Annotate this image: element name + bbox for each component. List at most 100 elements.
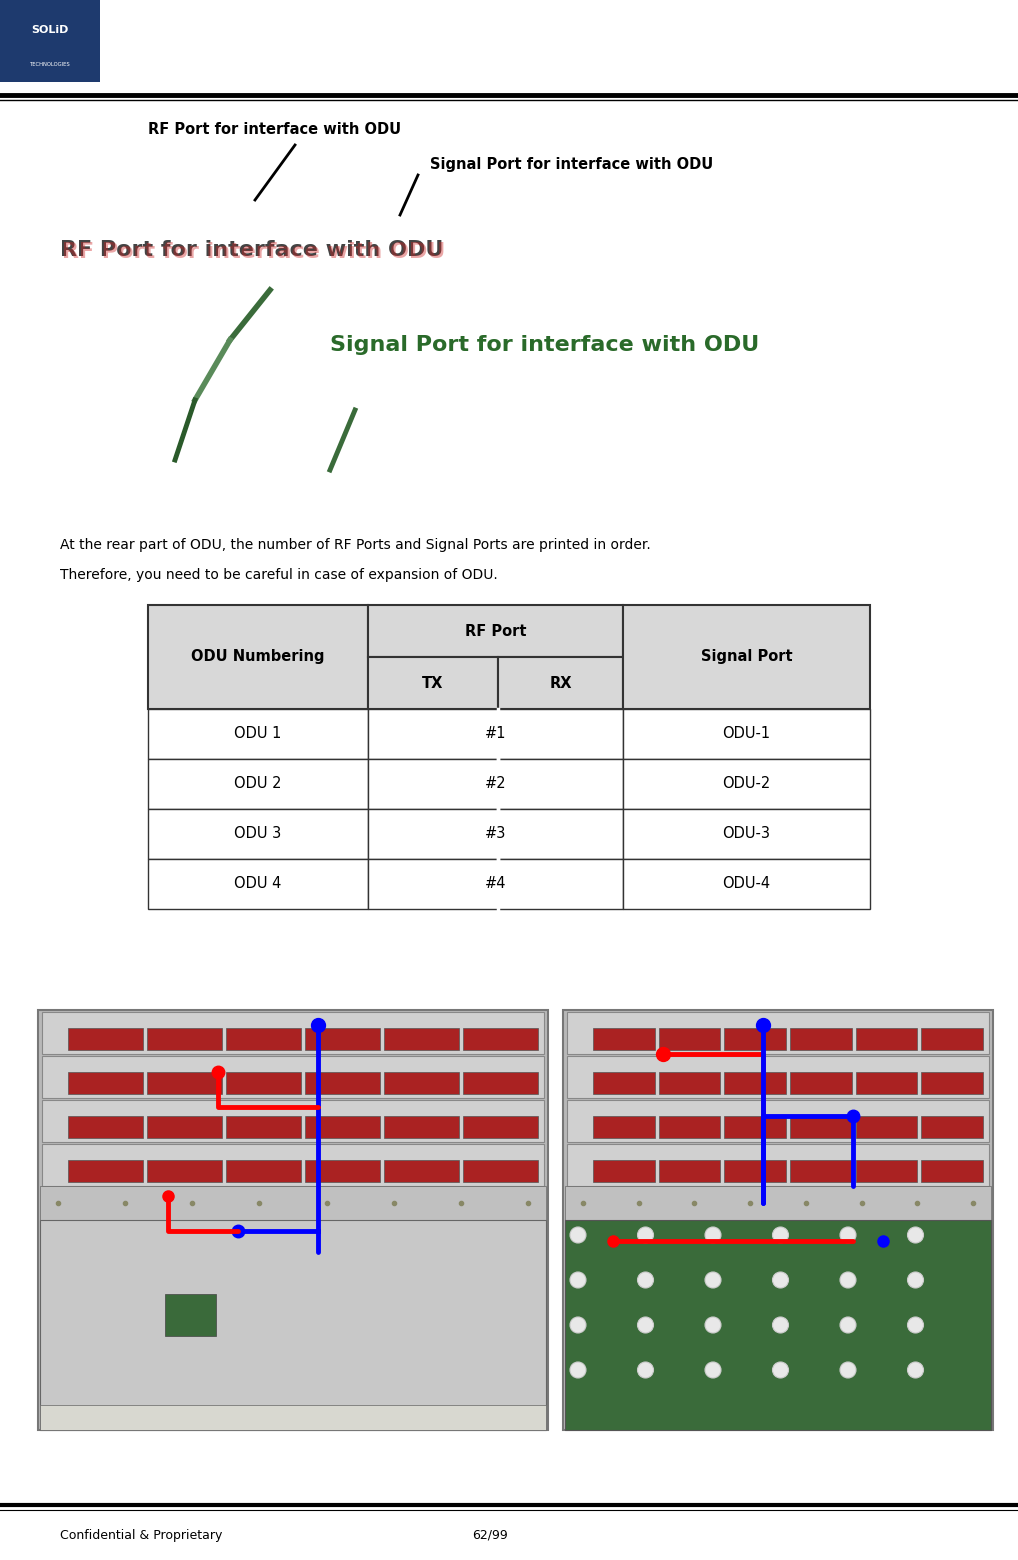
Text: Signal Port for interface with ODU: Signal Port for interface with ODU <box>430 158 714 173</box>
Text: #3: #3 <box>485 827 506 841</box>
Bar <box>42 1145 544 1187</box>
Text: #4: #4 <box>485 877 506 891</box>
Bar <box>790 1117 852 1139</box>
Text: Confidential & Proprietary: Confidential & Proprietary <box>60 1529 222 1541</box>
Bar <box>226 1028 301 1050</box>
Bar <box>367 605 623 657</box>
Bar <box>367 810 623 860</box>
Text: ODU 4: ODU 4 <box>234 877 282 891</box>
Bar <box>921 1072 983 1094</box>
Bar <box>567 1012 989 1055</box>
Circle shape <box>570 1362 586 1377</box>
Bar <box>623 810 870 860</box>
Bar <box>725 1028 786 1050</box>
Bar <box>725 1161 786 1182</box>
Circle shape <box>840 1362 856 1377</box>
Bar <box>567 1100 989 1142</box>
Circle shape <box>907 1271 923 1289</box>
Text: RX: RX <box>550 675 572 691</box>
Bar <box>921 1117 983 1139</box>
Circle shape <box>840 1317 856 1332</box>
Bar <box>68 1072 143 1094</box>
Text: ODU-4: ODU-4 <box>723 877 771 891</box>
Circle shape <box>773 1271 789 1289</box>
Bar <box>659 1117 721 1139</box>
Bar <box>659 1072 721 1094</box>
Circle shape <box>637 1317 654 1332</box>
Bar <box>68 1161 143 1182</box>
Bar <box>725 1072 786 1094</box>
Bar <box>40 1220 546 1431</box>
Text: ODU-2: ODU-2 <box>723 777 771 791</box>
Bar <box>226 1072 301 1094</box>
Bar <box>384 1161 459 1182</box>
Text: ODU-1: ODU-1 <box>723 727 771 741</box>
Circle shape <box>840 1271 856 1289</box>
Bar <box>367 760 623 810</box>
Bar <box>463 1161 538 1182</box>
Text: RF Port: RF Port <box>465 624 526 638</box>
Bar <box>623 760 870 810</box>
Bar <box>367 860 623 909</box>
Text: Signal Port: Signal Port <box>700 649 792 665</box>
Bar <box>623 605 870 708</box>
Circle shape <box>705 1271 721 1289</box>
Bar <box>226 1117 301 1139</box>
Bar <box>147 1028 222 1050</box>
Circle shape <box>840 1228 856 1243</box>
Bar <box>856 1028 917 1050</box>
Circle shape <box>570 1228 586 1243</box>
Circle shape <box>637 1362 654 1377</box>
Bar <box>790 1028 852 1050</box>
Bar <box>305 1072 380 1094</box>
Circle shape <box>705 1362 721 1377</box>
Text: 62/99: 62/99 <box>472 1529 508 1541</box>
Bar <box>593 1117 655 1139</box>
Bar <box>384 1117 459 1139</box>
Circle shape <box>705 1228 721 1243</box>
Bar <box>166 1293 217 1335</box>
Text: Signal Port for interface with ODU: Signal Port for interface with ODU <box>330 335 759 356</box>
Text: ODU 1: ODU 1 <box>234 727 282 741</box>
Circle shape <box>637 1228 654 1243</box>
Circle shape <box>637 1271 654 1289</box>
Text: RF Port for interface with ODU: RF Port for interface with ODU <box>60 240 444 261</box>
Text: ODU Numbering: ODU Numbering <box>191 649 325 665</box>
Bar <box>148 810 367 860</box>
Text: #1: #1 <box>485 727 506 741</box>
Circle shape <box>773 1362 789 1377</box>
Bar <box>856 1117 917 1139</box>
Bar <box>42 1056 544 1098</box>
Bar <box>856 1072 917 1094</box>
Bar <box>463 1028 538 1050</box>
Bar <box>567 1145 989 1187</box>
Circle shape <box>570 1271 586 1289</box>
Circle shape <box>570 1317 586 1332</box>
Bar <box>463 1117 538 1139</box>
Bar <box>68 1028 143 1050</box>
Bar <box>148 708 367 760</box>
Bar <box>593 1161 655 1182</box>
Bar <box>42 1012 544 1055</box>
Bar <box>593 1072 655 1094</box>
Circle shape <box>907 1228 923 1243</box>
Text: Therefore, you need to be careful in case of expansion of ODU.: Therefore, you need to be careful in cas… <box>60 568 498 582</box>
Bar <box>623 708 870 760</box>
Bar <box>659 1161 721 1182</box>
Bar <box>147 1117 222 1139</box>
Bar <box>40 1187 546 1220</box>
Bar <box>563 1009 993 1431</box>
Bar <box>147 1161 222 1182</box>
Bar <box>147 1072 222 1094</box>
Bar <box>305 1117 380 1139</box>
Text: RF Port for interface with ODU: RF Port for interface with ODU <box>62 242 445 262</box>
Bar <box>921 1161 983 1182</box>
Bar <box>498 657 623 708</box>
Bar <box>148 760 367 810</box>
Bar <box>305 1161 380 1182</box>
Bar <box>384 1072 459 1094</box>
Bar <box>623 860 870 909</box>
Bar <box>790 1161 852 1182</box>
Text: SOLiD: SOLiD <box>32 25 68 34</box>
Text: ODU 3: ODU 3 <box>234 827 282 841</box>
